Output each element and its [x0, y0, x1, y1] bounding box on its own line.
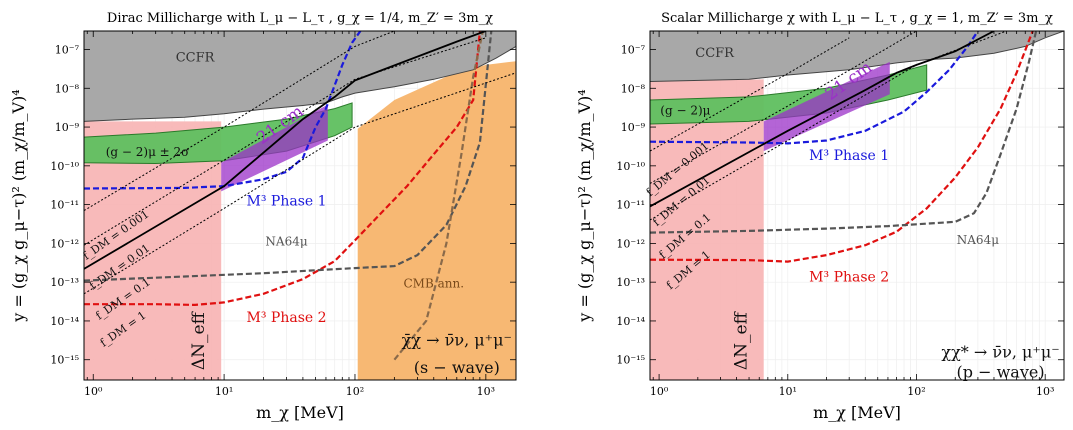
- y-tick-label: 10⁻¹¹: [50, 199, 79, 212]
- annotation-label: M³ Phase 2: [809, 270, 889, 286]
- x-tick-label: 10²: [907, 385, 925, 398]
- x-tick-label: 10²: [346, 385, 364, 398]
- annotation-label: M³ Phase 2: [247, 310, 327, 326]
- annotation-label: (g − 2)μ ± 2σ: [106, 145, 190, 159]
- y-tick-label: 10⁻¹²: [50, 237, 79, 250]
- x-tick-label: 10³: [477, 385, 495, 398]
- annotation-label: CMB ann.: [403, 276, 464, 290]
- annotation-label: χχ* → ν̄ν, μ⁺μ⁻: [941, 342, 1059, 361]
- x-tick-label: 10¹: [215, 385, 233, 398]
- region-ccfr: [650, 31, 1064, 83]
- annotation-label: NA64μ: [957, 233, 999, 247]
- annotation-label: (s − wave): [414, 358, 500, 377]
- region--n-eff: [650, 79, 764, 380]
- region-21-cm: [221, 104, 328, 192]
- annotation-label: M³ Phase 1: [247, 194, 327, 210]
- series-m-phase-2: [650, 31, 1034, 263]
- series-cmb-ann-curve: [393, 31, 484, 361]
- annotation-label: CCFR: [176, 51, 216, 66]
- y-tick-label: 10⁻¹⁵: [616, 354, 645, 367]
- x-tick-label: 10⁰: [84, 385, 103, 398]
- annotation-label: (g − 2)μ: [660, 103, 710, 117]
- x-axis-label: m_χ [MeV]: [256, 403, 344, 422]
- x-tick-label: 10⁰: [650, 385, 669, 398]
- y-tick-label: 10⁻¹⁴: [50, 315, 79, 328]
- region--g-2-: [650, 64, 928, 125]
- axis-ticks: [650, 31, 1064, 380]
- y-tick-label: 10⁻⁷: [621, 44, 646, 57]
- axes-frame: [83, 30, 517, 381]
- annotation-label: ΔN_eff: [189, 310, 209, 370]
- series-f-dm-0-01: [84, 37, 486, 246]
- y-tick-label: 10⁻¹⁰: [616, 160, 645, 173]
- y-tick-label: 10⁻¹⁵: [50, 354, 79, 367]
- y-tick-label: 10⁻¹¹: [616, 199, 645, 212]
- chart-title: Scalar Millicharge χ with L_μ − L_τ , g_…: [661, 11, 1053, 26]
- y-tick-label: 10⁻¹³: [50, 276, 79, 289]
- x-axis-label: m_χ [MeV]: [813, 403, 901, 422]
- series-f-dm-0-001: [650, 37, 850, 152]
- series-na64-: [84, 31, 493, 282]
- y-tick-label: 10⁻⁸: [621, 82, 646, 95]
- plot-area: [84, 31, 516, 380]
- axis-ticks: [84, 31, 516, 380]
- annotation-label: NA64μ: [265, 234, 307, 248]
- series-f-dm-0-001: [84, 31, 395, 212]
- series-f-dm-0-01: [650, 31, 917, 184]
- y-axis-label: y = (g_χ g_μ−τ)² (m_χ/m_V)⁴: [9, 89, 28, 322]
- x-tick-label: 10³: [1036, 385, 1054, 398]
- region--n-eff: [84, 121, 222, 380]
- y-tick-label: 10⁻⁷: [55, 44, 80, 57]
- region-cmb-ann-: [357, 61, 516, 380]
- y-tick-label: 10⁻⁸: [55, 82, 80, 95]
- y-tick-label: 10⁻¹³: [616, 276, 645, 289]
- annotation-label: M³ Phase 1: [809, 148, 889, 164]
- series-f-dm-1: [84, 31, 487, 270]
- series-na64-: [650, 31, 1038, 234]
- y-tick-label: 10⁻¹⁴: [616, 315, 645, 328]
- y-tick-label: 10⁻⁹: [621, 121, 646, 134]
- region-21-cm: [763, 61, 890, 152]
- series-m-phase-2: [84, 31, 481, 307]
- y-tick-label: 10⁻¹⁰: [50, 160, 79, 173]
- series-f-dm-1: [650, 31, 995, 208]
- axes-frame: [649, 30, 1065, 381]
- chart-title: Dirac Millicharge with L_μ − L_τ , g_χ =…: [107, 11, 493, 26]
- y-axis-label: y = (g_χ g_μ−τ)² (m_χ/m_V)⁴: [575, 89, 594, 322]
- annotation-label: ΔN_eff: [731, 310, 751, 370]
- region-ccfr: [84, 31, 516, 122]
- annotation-label: CCFR: [695, 46, 735, 61]
- series-f-dm-0-1: [650, 31, 1007, 221]
- series-m-phase-1: [650, 31, 979, 145]
- series-f-dm-0-1: [84, 72, 516, 295]
- y-tick-label: 10⁻⁹: [55, 121, 80, 134]
- y-tick-label: 10⁻¹²: [616, 237, 645, 250]
- x-tick-label: 10¹: [779, 385, 797, 398]
- plot-area: [650, 31, 1064, 380]
- annotation-label: χ̄χ → ν̄ν, μ⁺μ⁻: [402, 331, 512, 350]
- annotation-label: (p − wave): [957, 363, 1045, 382]
